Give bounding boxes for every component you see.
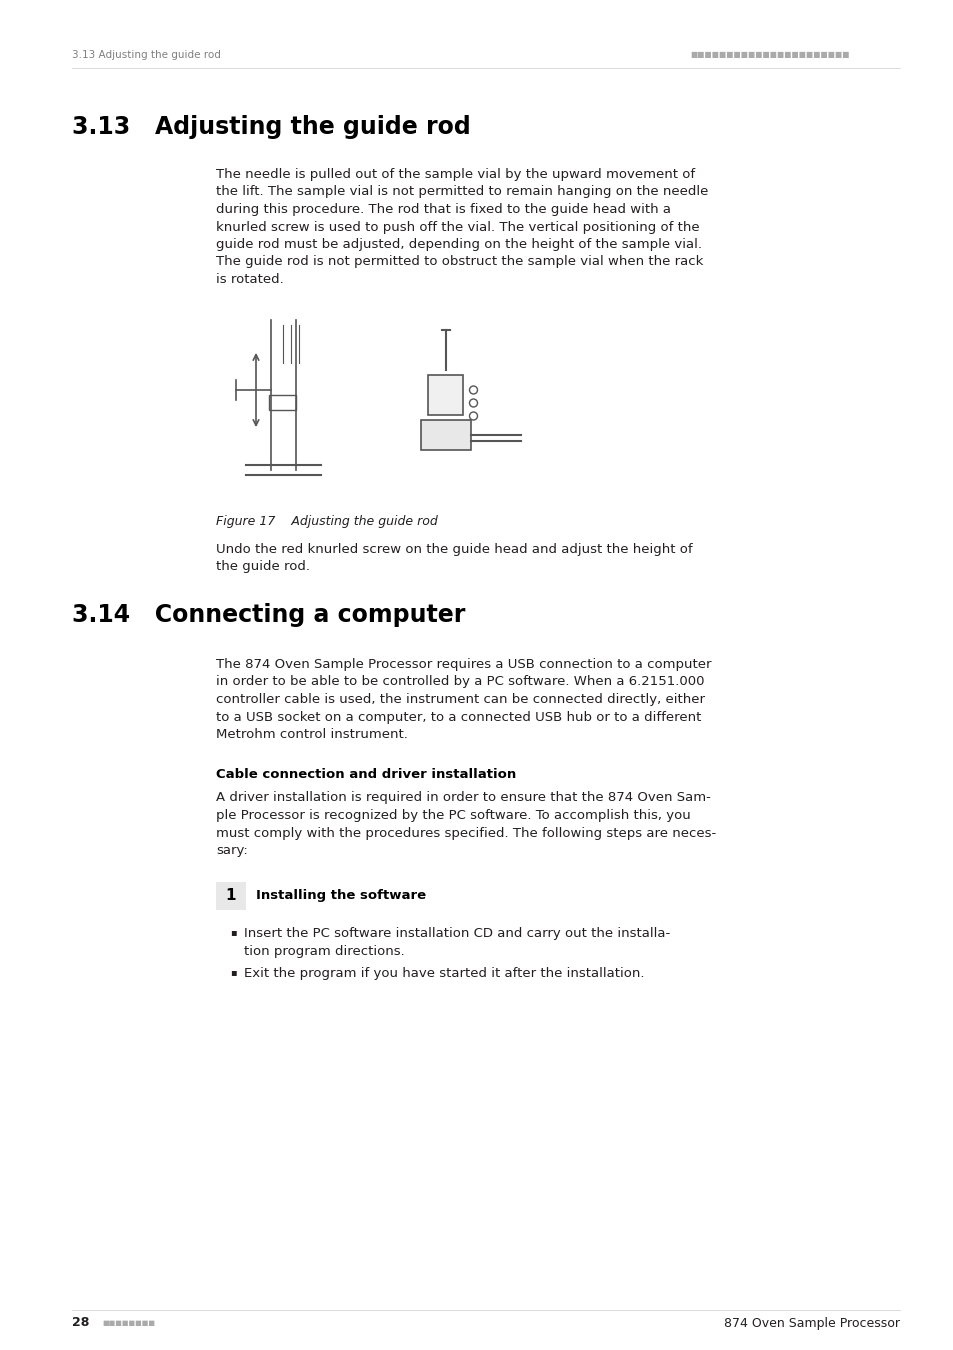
Text: Installing the software: Installing the software bbox=[255, 890, 426, 902]
Text: Figure 17    Adjusting the guide rod: Figure 17 Adjusting the guide rod bbox=[215, 514, 437, 528]
Text: The needle is pulled out of the sample vial by the upward movement of: The needle is pulled out of the sample v… bbox=[215, 167, 695, 181]
Text: tion program directions.: tion program directions. bbox=[244, 945, 404, 958]
Text: ple Processor is recognized by the PC software. To accomplish this, you: ple Processor is recognized by the PC so… bbox=[215, 809, 690, 822]
Text: The guide rod is not permitted to obstruct the sample vial when the rack: The guide rod is not permitted to obstru… bbox=[215, 255, 702, 269]
Text: Undo the red knurled screw on the guide head and adjust the height of: Undo the red knurled screw on the guide … bbox=[215, 543, 692, 556]
Text: is rotated.: is rotated. bbox=[215, 273, 283, 286]
Text: ■■■■■■■■: ■■■■■■■■ bbox=[102, 1320, 154, 1326]
Bar bbox=[269, 396, 295, 410]
Text: Insert the PC software installation CD and carry out the installa-: Insert the PC software installation CD a… bbox=[244, 927, 670, 941]
Text: Cable connection and driver installation: Cable connection and driver installation bbox=[215, 768, 516, 780]
Text: A driver installation is required in order to ensure that the 874 Oven Sam-: A driver installation is required in ord… bbox=[215, 791, 710, 805]
Text: during this procedure. The rod that is fixed to the guide head with a: during this procedure. The rod that is f… bbox=[215, 202, 670, 216]
Text: 874 Oven Sample Processor: 874 Oven Sample Processor bbox=[723, 1316, 899, 1330]
Text: must comply with the procedures specified. The following steps are neces-: must comply with the procedures specifie… bbox=[215, 826, 716, 840]
Text: controller cable is used, the instrument can be connected directly, either: controller cable is used, the instrument… bbox=[215, 693, 704, 706]
Text: ▪: ▪ bbox=[230, 927, 236, 937]
Text: 3.13   Adjusting the guide rod: 3.13 Adjusting the guide rod bbox=[71, 115, 470, 139]
Text: ■■■■■■■■■■■■■■■■■■■■■■: ■■■■■■■■■■■■■■■■■■■■■■ bbox=[690, 50, 849, 59]
Bar bbox=[420, 420, 471, 450]
Bar bbox=[428, 375, 463, 414]
Text: 1: 1 bbox=[226, 888, 236, 903]
Text: in order to be able to be controlled by a PC software. When a 6.2151.000: in order to be able to be controlled by … bbox=[215, 675, 703, 688]
Text: Exit the program if you have started it after the installation.: Exit the program if you have started it … bbox=[244, 968, 644, 980]
Text: guide rod must be adjusted, depending on the height of the sample vial.: guide rod must be adjusted, depending on… bbox=[215, 238, 701, 251]
Text: 3.14   Connecting a computer: 3.14 Connecting a computer bbox=[71, 603, 465, 626]
Text: ▪: ▪ bbox=[230, 968, 236, 977]
Text: the guide rod.: the guide rod. bbox=[215, 560, 310, 572]
Text: sary:: sary: bbox=[215, 844, 248, 857]
Text: 28: 28 bbox=[71, 1316, 90, 1330]
Text: to a USB socket on a computer, to a connected USB hub or to a different: to a USB socket on a computer, to a conn… bbox=[215, 710, 700, 724]
Text: the lift. The sample vial is not permitted to remain hanging on the needle: the lift. The sample vial is not permitt… bbox=[215, 185, 708, 198]
Text: Metrohm control instrument.: Metrohm control instrument. bbox=[215, 728, 408, 741]
Bar bbox=[215, 882, 246, 910]
Text: 3.13 Adjusting the guide rod: 3.13 Adjusting the guide rod bbox=[71, 50, 221, 59]
Text: The 874 Oven Sample Processor requires a USB connection to a computer: The 874 Oven Sample Processor requires a… bbox=[215, 657, 711, 671]
Text: knurled screw is used to push off the vial. The vertical positioning of the: knurled screw is used to push off the vi… bbox=[215, 220, 699, 234]
